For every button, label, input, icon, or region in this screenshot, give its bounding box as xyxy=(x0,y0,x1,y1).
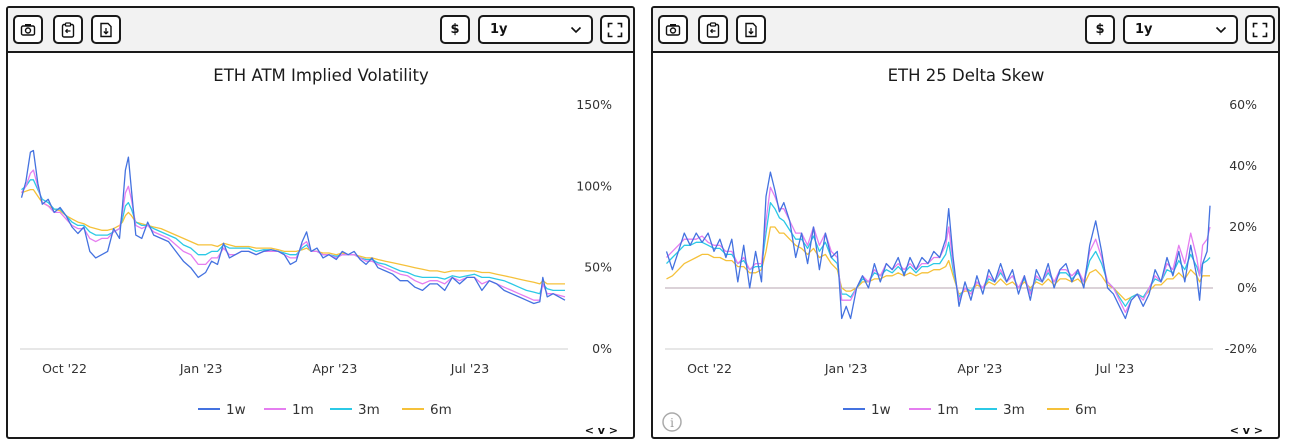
clipboard-icon xyxy=(706,21,720,38)
legend-label: 1w xyxy=(226,402,246,418)
currency-label: $ xyxy=(1095,22,1105,37)
legend-item-1m[interactable]: 1m xyxy=(264,402,314,418)
y-tick-label: 0% xyxy=(1237,280,1257,295)
copy-to-clipboard-button[interactable] xyxy=(53,15,83,44)
series-line-1w xyxy=(20,149,566,305)
fullscreen-button[interactable] xyxy=(1245,15,1275,44)
y-tick-label: 20% xyxy=(1229,219,1257,234)
clipboard-icon xyxy=(61,21,75,38)
x-tick-label: Jan '23 xyxy=(179,361,223,376)
y-tick-label: 60% xyxy=(1229,97,1257,112)
legend-label: 3m xyxy=(1003,402,1025,418)
series-line-3m xyxy=(666,201,1211,307)
legend-label: 1m xyxy=(292,402,314,418)
chart-plot: ETH 25 Delta Skew -20% 0% 20% 40% 60% Oct '22 J… xyxy=(653,53,1278,437)
range-select[interactable]: 1y xyxy=(478,15,593,44)
download-file-icon xyxy=(100,22,112,37)
x-tick-label: Oct '22 xyxy=(42,361,87,376)
legend-label: 6m xyxy=(1075,402,1097,418)
fullscreen-icon xyxy=(607,22,623,37)
fullscreen-icon xyxy=(1252,22,1268,37)
legend-item-1w[interactable]: 1w xyxy=(198,402,246,418)
legend-item-3m[interactable]: 3m xyxy=(975,402,1025,418)
legend-item-6m[interactable]: 6m xyxy=(1047,402,1097,418)
info-icon-circle xyxy=(662,412,682,432)
copy-to-clipboard-button[interactable] xyxy=(698,15,728,44)
camera-button[interactable] xyxy=(13,15,43,44)
info-icon[interactable]: i xyxy=(662,412,682,432)
x-tick-label: Jul '23 xyxy=(1095,361,1134,376)
legend-label: 6m xyxy=(430,402,452,418)
y-tick-label: 40% xyxy=(1229,158,1257,173)
camera-icon xyxy=(20,23,36,36)
legend-label: 1w xyxy=(871,402,891,418)
chart-title: ETH 25 Delta Skew xyxy=(888,66,1045,85)
series-line-3m xyxy=(21,179,565,295)
legend-item-3m[interactable]: 3m xyxy=(330,402,380,418)
legend-item-1m[interactable]: 1m xyxy=(909,402,959,418)
legend-nav-control[interactable]: < v > xyxy=(585,424,618,437)
download-button[interactable] xyxy=(91,15,121,44)
camera-icon xyxy=(665,23,681,36)
chart-title: ETH ATM Implied Volatility xyxy=(213,66,429,85)
chevron-down-icon xyxy=(570,26,582,34)
iv-chart: ETH ATM Implied Volatility 0% 50% 100% 150% O… xyxy=(20,66,618,437)
y-tick-label: 0% xyxy=(592,341,612,356)
download-button[interactable] xyxy=(736,15,766,44)
x-tick-label: Apr '23 xyxy=(957,361,1002,376)
series-line-6m xyxy=(21,188,565,285)
chevron-down-icon xyxy=(1215,26,1227,34)
legend-item-1w[interactable]: 1w xyxy=(843,402,891,418)
x-tick-label: Apr '23 xyxy=(312,361,357,376)
camera-button[interactable] xyxy=(658,15,688,44)
info-icon-glyph: i xyxy=(670,416,674,430)
chart-panel-left: $ 1y ETH ATM Implied Volatility 0% 50% 100%… xyxy=(6,6,635,439)
range-select-value: 1y xyxy=(490,22,508,37)
chart-panel-right: $ 1y ETH 25 Delta Skew -20% 0% 20% 40% 60% Oct… xyxy=(651,6,1280,439)
x-tick-label: Jan '23 xyxy=(824,361,868,376)
y-tick-label: 50% xyxy=(584,260,612,275)
x-tick-label: Jul '23 xyxy=(450,361,489,376)
series-line-1m xyxy=(666,186,1211,314)
chart-toolbar: $ 1y xyxy=(8,8,633,53)
range-select[interactable]: 1y xyxy=(1123,15,1238,44)
skew-chart: ETH 25 Delta Skew -20% 0% 20% 40% 60% Oct '22 J… xyxy=(662,66,1263,437)
y-tick-label: 150% xyxy=(576,97,612,112)
range-select-value: 1y xyxy=(1135,22,1153,37)
legend-nav-control[interactable]: < v > xyxy=(1230,424,1263,437)
chart-plot: ETH ATM Implied Volatility 0% 50% 100% 150% O… xyxy=(8,53,633,437)
legend-label: 3m xyxy=(358,402,380,418)
y-tick-label: 100% xyxy=(576,178,612,193)
currency-label: $ xyxy=(450,22,460,37)
currency-button[interactable]: $ xyxy=(1085,15,1115,44)
x-tick-label: Oct '22 xyxy=(687,361,732,376)
currency-button[interactable]: $ xyxy=(440,15,470,44)
fullscreen-button[interactable] xyxy=(600,15,630,44)
chart-toolbar: $ 1y xyxy=(653,8,1278,53)
legend-label: 1m xyxy=(937,402,959,418)
download-file-icon xyxy=(745,22,757,37)
y-tick-label: -20% xyxy=(1225,341,1257,356)
series-line-1w xyxy=(665,171,1211,320)
legend-item-6m[interactable]: 6m xyxy=(402,402,452,418)
